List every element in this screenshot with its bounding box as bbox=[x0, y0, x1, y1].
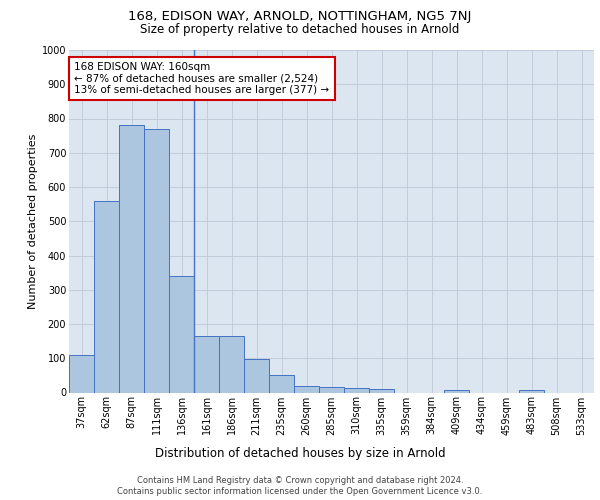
Bar bbox=[319, 388, 344, 392]
Bar bbox=[119, 126, 144, 392]
Bar bbox=[444, 390, 469, 392]
Text: Size of property relative to detached houses in Arnold: Size of property relative to detached ho… bbox=[140, 22, 460, 36]
Bar bbox=[69, 355, 94, 393]
Bar bbox=[369, 389, 394, 392]
Bar bbox=[144, 129, 169, 392]
Bar bbox=[194, 336, 219, 392]
Text: 168 EDISON WAY: 160sqm
← 87% of detached houses are smaller (2,524)
13% of semi-: 168 EDISON WAY: 160sqm ← 87% of detached… bbox=[74, 62, 329, 95]
Bar bbox=[169, 276, 194, 392]
Text: 168, EDISON WAY, ARNOLD, NOTTINGHAM, NG5 7NJ: 168, EDISON WAY, ARNOLD, NOTTINGHAM, NG5… bbox=[128, 10, 472, 23]
Text: Distribution of detached houses by size in Arnold: Distribution of detached houses by size … bbox=[155, 448, 445, 460]
Bar bbox=[519, 390, 544, 392]
Bar bbox=[269, 374, 294, 392]
Bar bbox=[344, 388, 369, 392]
Y-axis label: Number of detached properties: Number of detached properties bbox=[28, 134, 38, 309]
Text: Contains HM Land Registry data © Crown copyright and database right 2024.: Contains HM Land Registry data © Crown c… bbox=[137, 476, 463, 485]
Bar bbox=[219, 336, 244, 392]
Bar bbox=[94, 200, 119, 392]
Bar bbox=[294, 386, 319, 392]
Bar bbox=[244, 359, 269, 392]
Text: Contains public sector information licensed under the Open Government Licence v3: Contains public sector information licen… bbox=[118, 487, 482, 496]
